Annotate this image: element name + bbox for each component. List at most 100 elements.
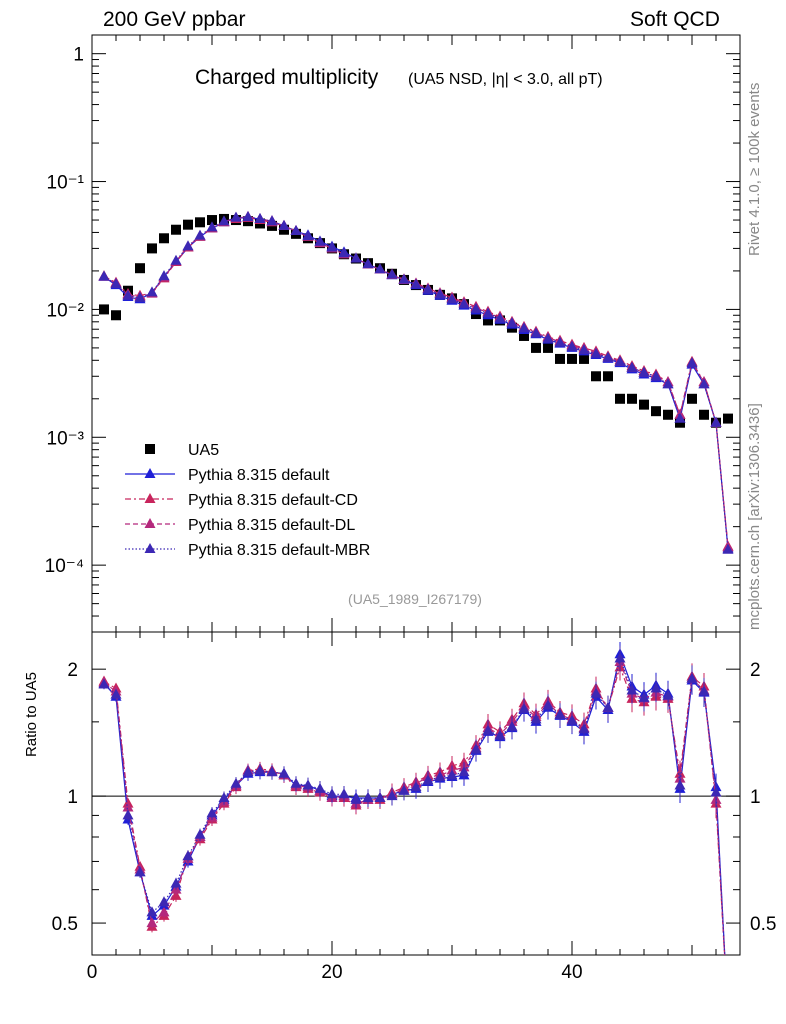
data-point	[662, 378, 674, 389]
data-point	[639, 399, 649, 410]
data-point	[147, 243, 157, 254]
ratio-data-point	[434, 771, 446, 782]
data-point	[122, 289, 134, 300]
chart-title: Charged multiplicity	[195, 66, 379, 89]
legend-marker	[144, 468, 156, 478]
data-point	[675, 417, 685, 428]
ratio-data-point	[326, 788, 338, 799]
data-point	[111, 310, 121, 321]
data-point	[159, 233, 169, 244]
ratio-data-point	[146, 906, 158, 917]
x-tick-label: 40	[561, 962, 582, 983]
data-point	[674, 412, 686, 423]
data-point	[626, 361, 638, 372]
ratio-data-point	[302, 779, 314, 790]
data-point	[374, 263, 386, 274]
ratio-data-point	[723, 1011, 734, 1021]
ratio-data-point	[170, 877, 182, 888]
data-point	[254, 212, 266, 223]
ratio-data-point	[578, 723, 590, 734]
y-tick-label: 10⁻¹	[47, 173, 85, 194]
y-tick-label: 10⁻⁴	[45, 556, 84, 577]
data-point	[170, 254, 182, 265]
ratio-data-point	[674, 779, 686, 790]
data-point	[470, 302, 482, 313]
ratio-data-point	[626, 684, 638, 695]
chart-subtitle: (UA5 NSD, |η| < 3.0, all pT)	[408, 71, 603, 88]
ratio-data-point	[723, 1011, 734, 1021]
data-point	[578, 344, 590, 355]
data-point	[723, 413, 733, 424]
ratio-data-point	[590, 687, 602, 698]
data-point	[591, 371, 601, 382]
ratio-data-point	[338, 788, 350, 799]
y-tick-label: 10⁻³	[47, 428, 85, 449]
ratio-data-point	[194, 828, 206, 839]
y-tick-label: 10⁻²	[47, 300, 85, 321]
series-0	[99, 213, 733, 428]
ratio-data-point	[122, 801, 134, 812]
data-point	[314, 235, 326, 246]
ratio-data-point	[374, 791, 386, 802]
ratio-data-point	[146, 917, 158, 928]
data-point	[194, 229, 206, 240]
data-point	[602, 351, 614, 362]
data-point	[555, 353, 565, 364]
data-point	[722, 543, 734, 554]
data-point	[158, 270, 170, 281]
data-point	[554, 336, 566, 347]
ratio-data-point	[710, 786, 722, 797]
data-point	[638, 366, 650, 377]
data-point	[206, 221, 218, 232]
ratio-data-point	[110, 688, 122, 699]
ratio-y-tick-label: 1	[67, 787, 78, 808]
ratio-series-1	[98, 655, 734, 1021]
data-point	[434, 288, 446, 299]
data-point	[710, 416, 722, 427]
data-point	[99, 304, 109, 315]
ratio-data-point	[122, 809, 134, 820]
ratio-data-point	[686, 672, 698, 683]
ratio-data-point	[518, 702, 530, 713]
ratio-data-point	[386, 790, 398, 801]
legend-label: Pythia 8.315 default	[188, 467, 330, 484]
data-point	[278, 219, 290, 230]
ratio-data-point	[470, 743, 482, 754]
data-point	[386, 268, 398, 279]
ratio-data-point	[278, 767, 290, 778]
data-point	[566, 340, 578, 351]
ratio-data-point	[698, 685, 710, 696]
ratio-data-point	[482, 724, 494, 735]
data-point	[350, 252, 362, 263]
ratio-data-point	[530, 713, 542, 724]
legend-marker	[145, 444, 155, 454]
main-panel: 10⁻⁴ 10⁻³ 10⁻² 10⁻¹ 1 Charged multiplicity (UA…	[45, 34, 741, 633]
ratio-data-point	[650, 682, 662, 693]
ratio-data-point	[662, 689, 674, 700]
data-point	[699, 409, 709, 420]
ratio-data-point	[362, 791, 374, 802]
y-tick-label: 1	[73, 45, 84, 66]
data-point	[614, 355, 626, 366]
data-point	[362, 258, 374, 269]
ratio-data-point	[614, 652, 626, 663]
ratio-data-point	[206, 807, 218, 818]
data-point	[171, 224, 181, 235]
data-point	[398, 273, 410, 284]
ratio-y-axis-label: Ratio to UA5	[23, 672, 40, 757]
data-point	[302, 230, 314, 241]
data-point	[518, 322, 530, 333]
data-point	[410, 278, 422, 289]
data-point	[531, 342, 541, 353]
data-point	[698, 378, 710, 389]
data-point	[651, 406, 661, 417]
legend-label: UA5	[188, 442, 219, 459]
ratio-series-3	[98, 646, 734, 1021]
ratio-data-point	[723, 1011, 734, 1021]
data-point	[567, 353, 577, 364]
ratio-data-point	[98, 678, 110, 689]
data-point	[98, 270, 110, 281]
ratio-data-point	[158, 906, 170, 917]
data-point	[687, 393, 697, 404]
